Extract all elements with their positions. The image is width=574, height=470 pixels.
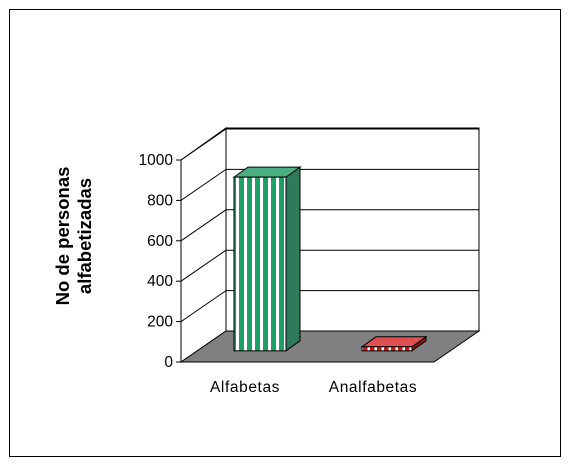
y-axis — [176, 159, 182, 363]
chart-frame — [9, 9, 561, 457]
bar-alfabetas-front — [233, 176, 287, 352]
x-category-labels: Alfabetas Analfabetas — [210, 379, 417, 396]
y-tick-label: 800 — [147, 192, 173, 209]
gridline-side — [180, 290, 227, 323]
gridline-side — [180, 249, 227, 282]
x-category-label: Analfabetas — [329, 379, 417, 396]
bar-analfabetas — [360, 335, 428, 352]
y-tick-label: 600 — [147, 233, 173, 250]
y-axis-title-line-2: alfabetizadas — [74, 178, 95, 294]
y-tick-labels: 0 200 400 600 800 1000 — [139, 152, 174, 371]
y-axis-title-line-1: No de personas — [52, 167, 73, 306]
gridline-side — [180, 128, 227, 161]
bar-analfabetas-front — [361, 346, 413, 352]
gridline-side — [180, 168, 227, 201]
bar-alfabetas — [232, 166, 302, 352]
y-axis-title: No de personas alfabetizadas — [52, 167, 95, 306]
bar-alfabetas-side — [285, 166, 301, 352]
floor — [179, 330, 481, 363]
bars — [232, 166, 428, 352]
y-tick-label: 0 — [164, 354, 173, 371]
y-tick-label: 1000 — [139, 152, 174, 169]
gridline-side — [180, 209, 227, 242]
y-tick-label: 200 — [147, 314, 173, 331]
x-category-label: Alfabetas — [210, 379, 280, 396]
side-wall — [180, 127, 227, 363]
y-tick-label: 400 — [147, 273, 173, 290]
